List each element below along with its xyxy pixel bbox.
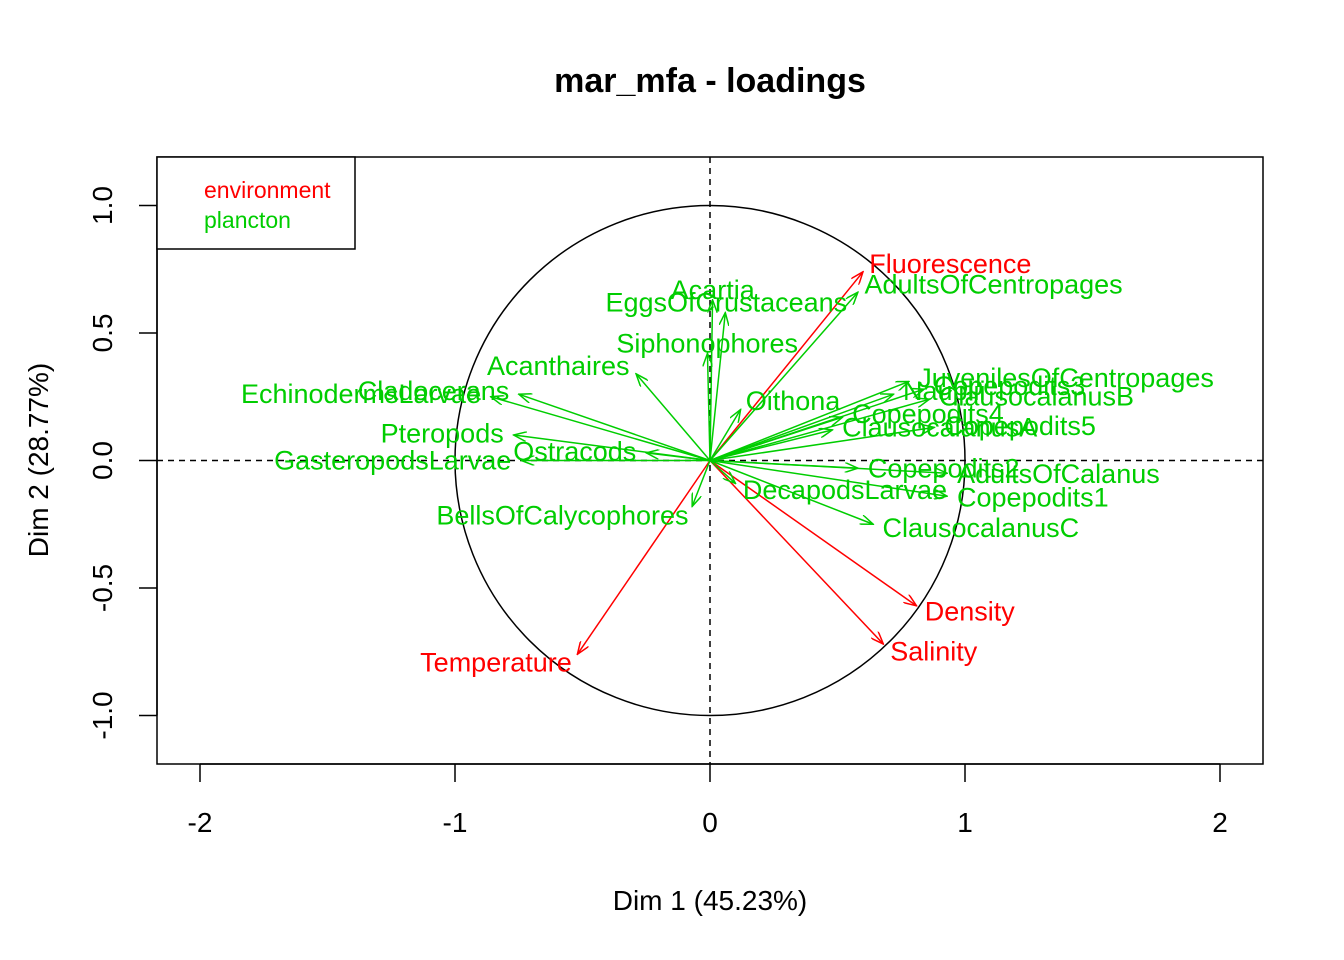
label-copepodits2: Copepodits2 bbox=[868, 454, 1020, 484]
arrow-copepodits1 bbox=[709, 459, 947, 497]
x-tick-label: -2 bbox=[188, 807, 213, 838]
legend-entry-plancton: plancton bbox=[204, 207, 291, 233]
arrow-siphonophores bbox=[707, 353, 710, 461]
label-bells-of-calycophores: BellsOfCalycophores bbox=[436, 501, 688, 531]
label-density: Density bbox=[925, 597, 1016, 627]
y-tick-label: -0.5 bbox=[87, 564, 118, 612]
label-adults-of-calanus: AdultsOfCalanus bbox=[957, 459, 1160, 489]
arrow-oithona bbox=[709, 410, 741, 461]
arrow-clausocalanus-a bbox=[709, 430, 832, 462]
x-tick-label: 2 bbox=[1212, 807, 1228, 838]
label-acartia: Acartia bbox=[671, 275, 756, 305]
label-copepodits5: Copepodits5 bbox=[944, 411, 1096, 441]
correlation-circle bbox=[454, 204, 966, 717]
arrow-echinoderms-larvae bbox=[491, 397, 711, 462]
arrow-density bbox=[709, 459, 917, 606]
label-nauplii: Nauplii bbox=[903, 376, 986, 406]
label-echinoderms-larvae: EchinodermsLarvae bbox=[241, 379, 481, 409]
arrow-clausocalanus-c bbox=[709, 459, 873, 525]
arrow-fluorescence bbox=[709, 272, 863, 461]
arrow-temperature bbox=[577, 460, 711, 655]
label-adults-of-centropages: AdultsOfCentropages bbox=[865, 270, 1123, 300]
arrow-ostracods bbox=[646, 453, 711, 462]
label-siphonophores: Siphonophores bbox=[616, 328, 798, 358]
arrow-nauplii bbox=[709, 394, 894, 462]
y-tick-label: 1.0 bbox=[87, 186, 118, 225]
label-pteropods: Pteropods bbox=[381, 419, 504, 449]
arrow-copepodits5 bbox=[709, 427, 934, 462]
arrow-juveniles-of-centropages bbox=[709, 381, 909, 462]
label-salinity: Salinity bbox=[890, 636, 978, 666]
legend-entry-environment: environment bbox=[204, 177, 331, 203]
label-copepodits1: Copepodits1 bbox=[957, 483, 1109, 513]
x-axis: -2 -1 0 1 2 bbox=[188, 763, 1228, 838]
x-tick-label: 1 bbox=[957, 807, 973, 838]
arrow-adults-of-calanus bbox=[709, 459, 947, 474]
label-temperature: Temperature bbox=[420, 648, 572, 678]
label-juveniles-of-centropages: JuvenilesOfCentropages bbox=[918, 363, 1214, 393]
y-tick-label: -1.0 bbox=[87, 691, 118, 739]
label-ostracods: Ostracods bbox=[513, 437, 636, 467]
arrow-bells-of-calycophores bbox=[692, 460, 711, 507]
label-fluorescence: Fluorescence bbox=[869, 249, 1031, 279]
label-eggs-of-crustaceans: EggsOfCrustaceans bbox=[606, 288, 848, 318]
arrow-adults-of-centropages bbox=[709, 292, 858, 461]
label-copepodits4: Copepodits4 bbox=[852, 399, 1004, 429]
label-clausocalanus-b: ClausocalanusB bbox=[939, 382, 1134, 412]
arrow-acartia bbox=[710, 300, 713, 461]
label-acanthaires: Acanthaires bbox=[487, 351, 630, 381]
legend: environment plancton bbox=[156, 156, 356, 250]
y-axis: -1.0 -0.5 0.0 0.5 1.0 bbox=[87, 186, 158, 740]
arrow-acanthaires bbox=[636, 374, 711, 461]
label-cladocerans: Cladocerans bbox=[358, 376, 510, 406]
y-axis-label: Dim 2 (28.77%) bbox=[23, 363, 54, 558]
y-tick-label: 0.5 bbox=[87, 314, 118, 353]
label-gasteropods-larvae: GasteropodsLarvae bbox=[274, 446, 511, 476]
arrow-copepodits4 bbox=[709, 417, 843, 462]
label-oithona: Oithona bbox=[746, 386, 842, 416]
label-copepodits3: Copepodits3 bbox=[934, 371, 1086, 401]
arrow-cladocerans bbox=[519, 394, 711, 462]
x-tick-label: 0 bbox=[702, 807, 718, 838]
label-clausocalanus-a: ClausocalanusA bbox=[842, 412, 1037, 442]
x-tick-label: -1 bbox=[443, 807, 468, 838]
x-axis-label: Dim 1 (45.23%) bbox=[613, 885, 808, 916]
y-tick-label: 0.0 bbox=[87, 441, 118, 480]
legend-box bbox=[156, 156, 356, 250]
label-decapods-larvae: DecapodsLarvae bbox=[743, 475, 947, 505]
loading-labels: Fluorescence Density Salinity Temperature Ac… bbox=[241, 249, 1214, 678]
chart-title: mar_mfa - loadings bbox=[554, 62, 866, 100]
arrow-eggs-of-crustaceans bbox=[709, 313, 725, 461]
label-clausocalanus-c: ClausocalanusC bbox=[883, 513, 1080, 543]
arrow-decapods-larvae bbox=[709, 459, 736, 484]
loading-arrows bbox=[491, 272, 947, 655]
arrow-salinity bbox=[709, 459, 883, 645]
